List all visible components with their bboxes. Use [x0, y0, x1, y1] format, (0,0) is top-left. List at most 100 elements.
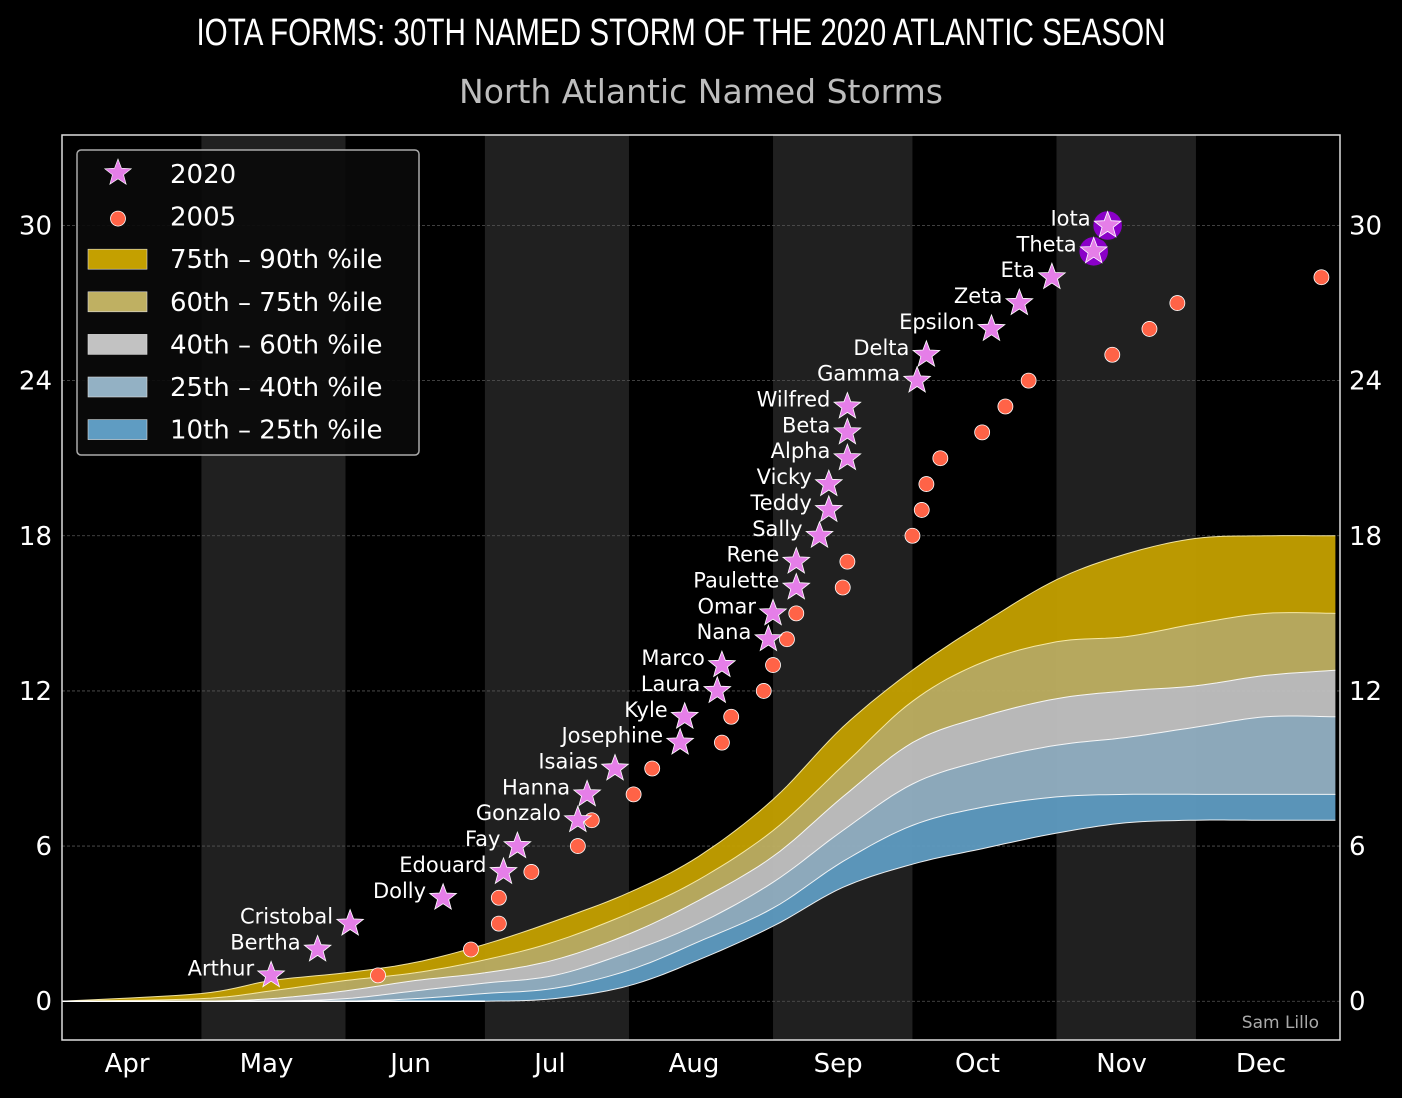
dot-2005 [1104, 346, 1121, 363]
dot-2005 [788, 605, 805, 622]
storm-label: Isaias [538, 750, 598, 774]
star-2020 [1004, 287, 1034, 316]
star-2020 [912, 339, 941, 368]
percentile-bands [61, 535, 1336, 1002]
band-25-40 [62, 716, 1336, 1002]
dot-2005 [834, 579, 851, 596]
dot-2005 [779, 631, 795, 648]
storm-label: Marco [641, 646, 705, 670]
legend-label: 75th – 90th %ile [170, 245, 382, 275]
storm-label: Zeta [954, 284, 1002, 308]
storm-label: Bertha [230, 931, 300, 955]
star-2020 [781, 572, 811, 600]
y-tick-right: 6 [1349, 832, 1366, 862]
storm-label: Alpha [771, 439, 831, 463]
star-2020 [428, 882, 458, 911]
dot-2005 [583, 812, 600, 829]
y-tick-left: 24 [19, 367, 52, 397]
star-2020 [833, 417, 862, 445]
storm-label: Wilfred [757, 388, 831, 412]
series-2005 [370, 269, 1330, 984]
storm-label: Iota [1050, 207, 1090, 231]
percentile-line-p60 [62, 669, 1336, 1002]
chart-title: IOTA FORMS: 30TH NAMED STORM OF THE 2020… [196, 12, 1165, 54]
star-2020 [600, 753, 630, 781]
storm-label: Theta [1016, 232, 1077, 256]
chart-subtitle: North Atlantic Named Storms [459, 72, 943, 111]
x-tick-label: Jul [532, 1049, 565, 1079]
legend-label: 10th – 25th %ile [170, 416, 382, 446]
storm-label: Epsilon [899, 310, 974, 334]
storm-label: Eta [1000, 258, 1034, 282]
star-2020 [702, 675, 732, 704]
star-2020 [833, 443, 862, 471]
month-shade-07 [484, 135, 629, 1040]
y-tick-right: 18 [1349, 522, 1382, 552]
star-2020 [335, 908, 365, 936]
storm-label: Kyle [624, 698, 667, 722]
x-tick-label: Jun [388, 1049, 431, 1079]
y-tick-right: 0 [1349, 987, 1366, 1017]
dot-2005 [918, 476, 935, 492]
star-2020 [256, 960, 286, 988]
band-60-75 [62, 612, 1336, 1002]
storm-label: Sally [752, 517, 802, 541]
x-tick-label: Apr [105, 1049, 150, 1079]
y-tick-left: 6 [35, 832, 52, 862]
star-2020 [707, 649, 737, 678]
x-tick-label: Nov [1096, 1049, 1147, 1079]
y-tick-right: 12 [1349, 677, 1382, 707]
y-tick-right: 30 [1349, 212, 1382, 242]
storm-label: Beta [782, 413, 830, 437]
storm-label: Josephine [559, 724, 663, 748]
storm-label: Arthur [188, 956, 255, 980]
dot-2005 [569, 838, 586, 854]
storm-label: Paulette [693, 569, 779, 593]
star-2020 [1037, 262, 1067, 290]
star-2020 [833, 391, 862, 419]
y-tick-left: 0 [35, 987, 52, 1017]
storm-label: Nana [697, 620, 752, 644]
dot-2005 [765, 657, 781, 673]
dot-2005 [932, 450, 949, 467]
dot-2005 [974, 424, 991, 441]
dot-2005 [644, 760, 661, 777]
storm-label: Vicky [757, 465, 812, 489]
band-40-60 [62, 670, 1336, 1002]
star-2020 [563, 805, 593, 833]
y-tick-right: 24 [1349, 367, 1382, 397]
star-2020 [814, 494, 844, 523]
percentile-line-p75 [61, 612, 1336, 1002]
percentile-line-p40 [62, 715, 1336, 1002]
legend-swatch [87, 248, 148, 270]
dot-2005 [1141, 321, 1158, 337]
dot-2005 [370, 967, 386, 984]
y-tick-left: 18 [19, 522, 52, 552]
dot-2005 [723, 708, 740, 725]
storm-label: Cristobal [240, 905, 333, 929]
star-2020 [1079, 236, 1109, 264]
y-tick-left: 30 [19, 212, 52, 242]
dot-2005 [523, 864, 540, 880]
dot-2005 [490, 915, 507, 932]
dot-2005 [997, 398, 1014, 415]
storm-label: Teddy [750, 491, 812, 515]
plot-frame [61, 134, 1341, 1041]
legend-swatch [87, 334, 148, 355]
star-2020 [814, 468, 844, 497]
legend-label: 25th – 40th %ile [170, 373, 382, 403]
legend-label: 2005 [170, 203, 236, 233]
dot-2005 [625, 786, 642, 803]
star-2020 [665, 727, 695, 755]
legend-box [76, 149, 420, 456]
star-2020 [670, 701, 700, 730]
legend-swatch [87, 291, 148, 313]
y-tick-left: 12 [19, 677, 52, 707]
legend-label: 60th – 75th %ile [170, 288, 382, 318]
storm-label: Dolly [373, 879, 426, 903]
star-2020 [489, 856, 518, 885]
legend-dot-icon [110, 210, 126, 227]
star-2020 [781, 546, 811, 574]
legend-label: 40th – 60th %ile [170, 330, 382, 360]
